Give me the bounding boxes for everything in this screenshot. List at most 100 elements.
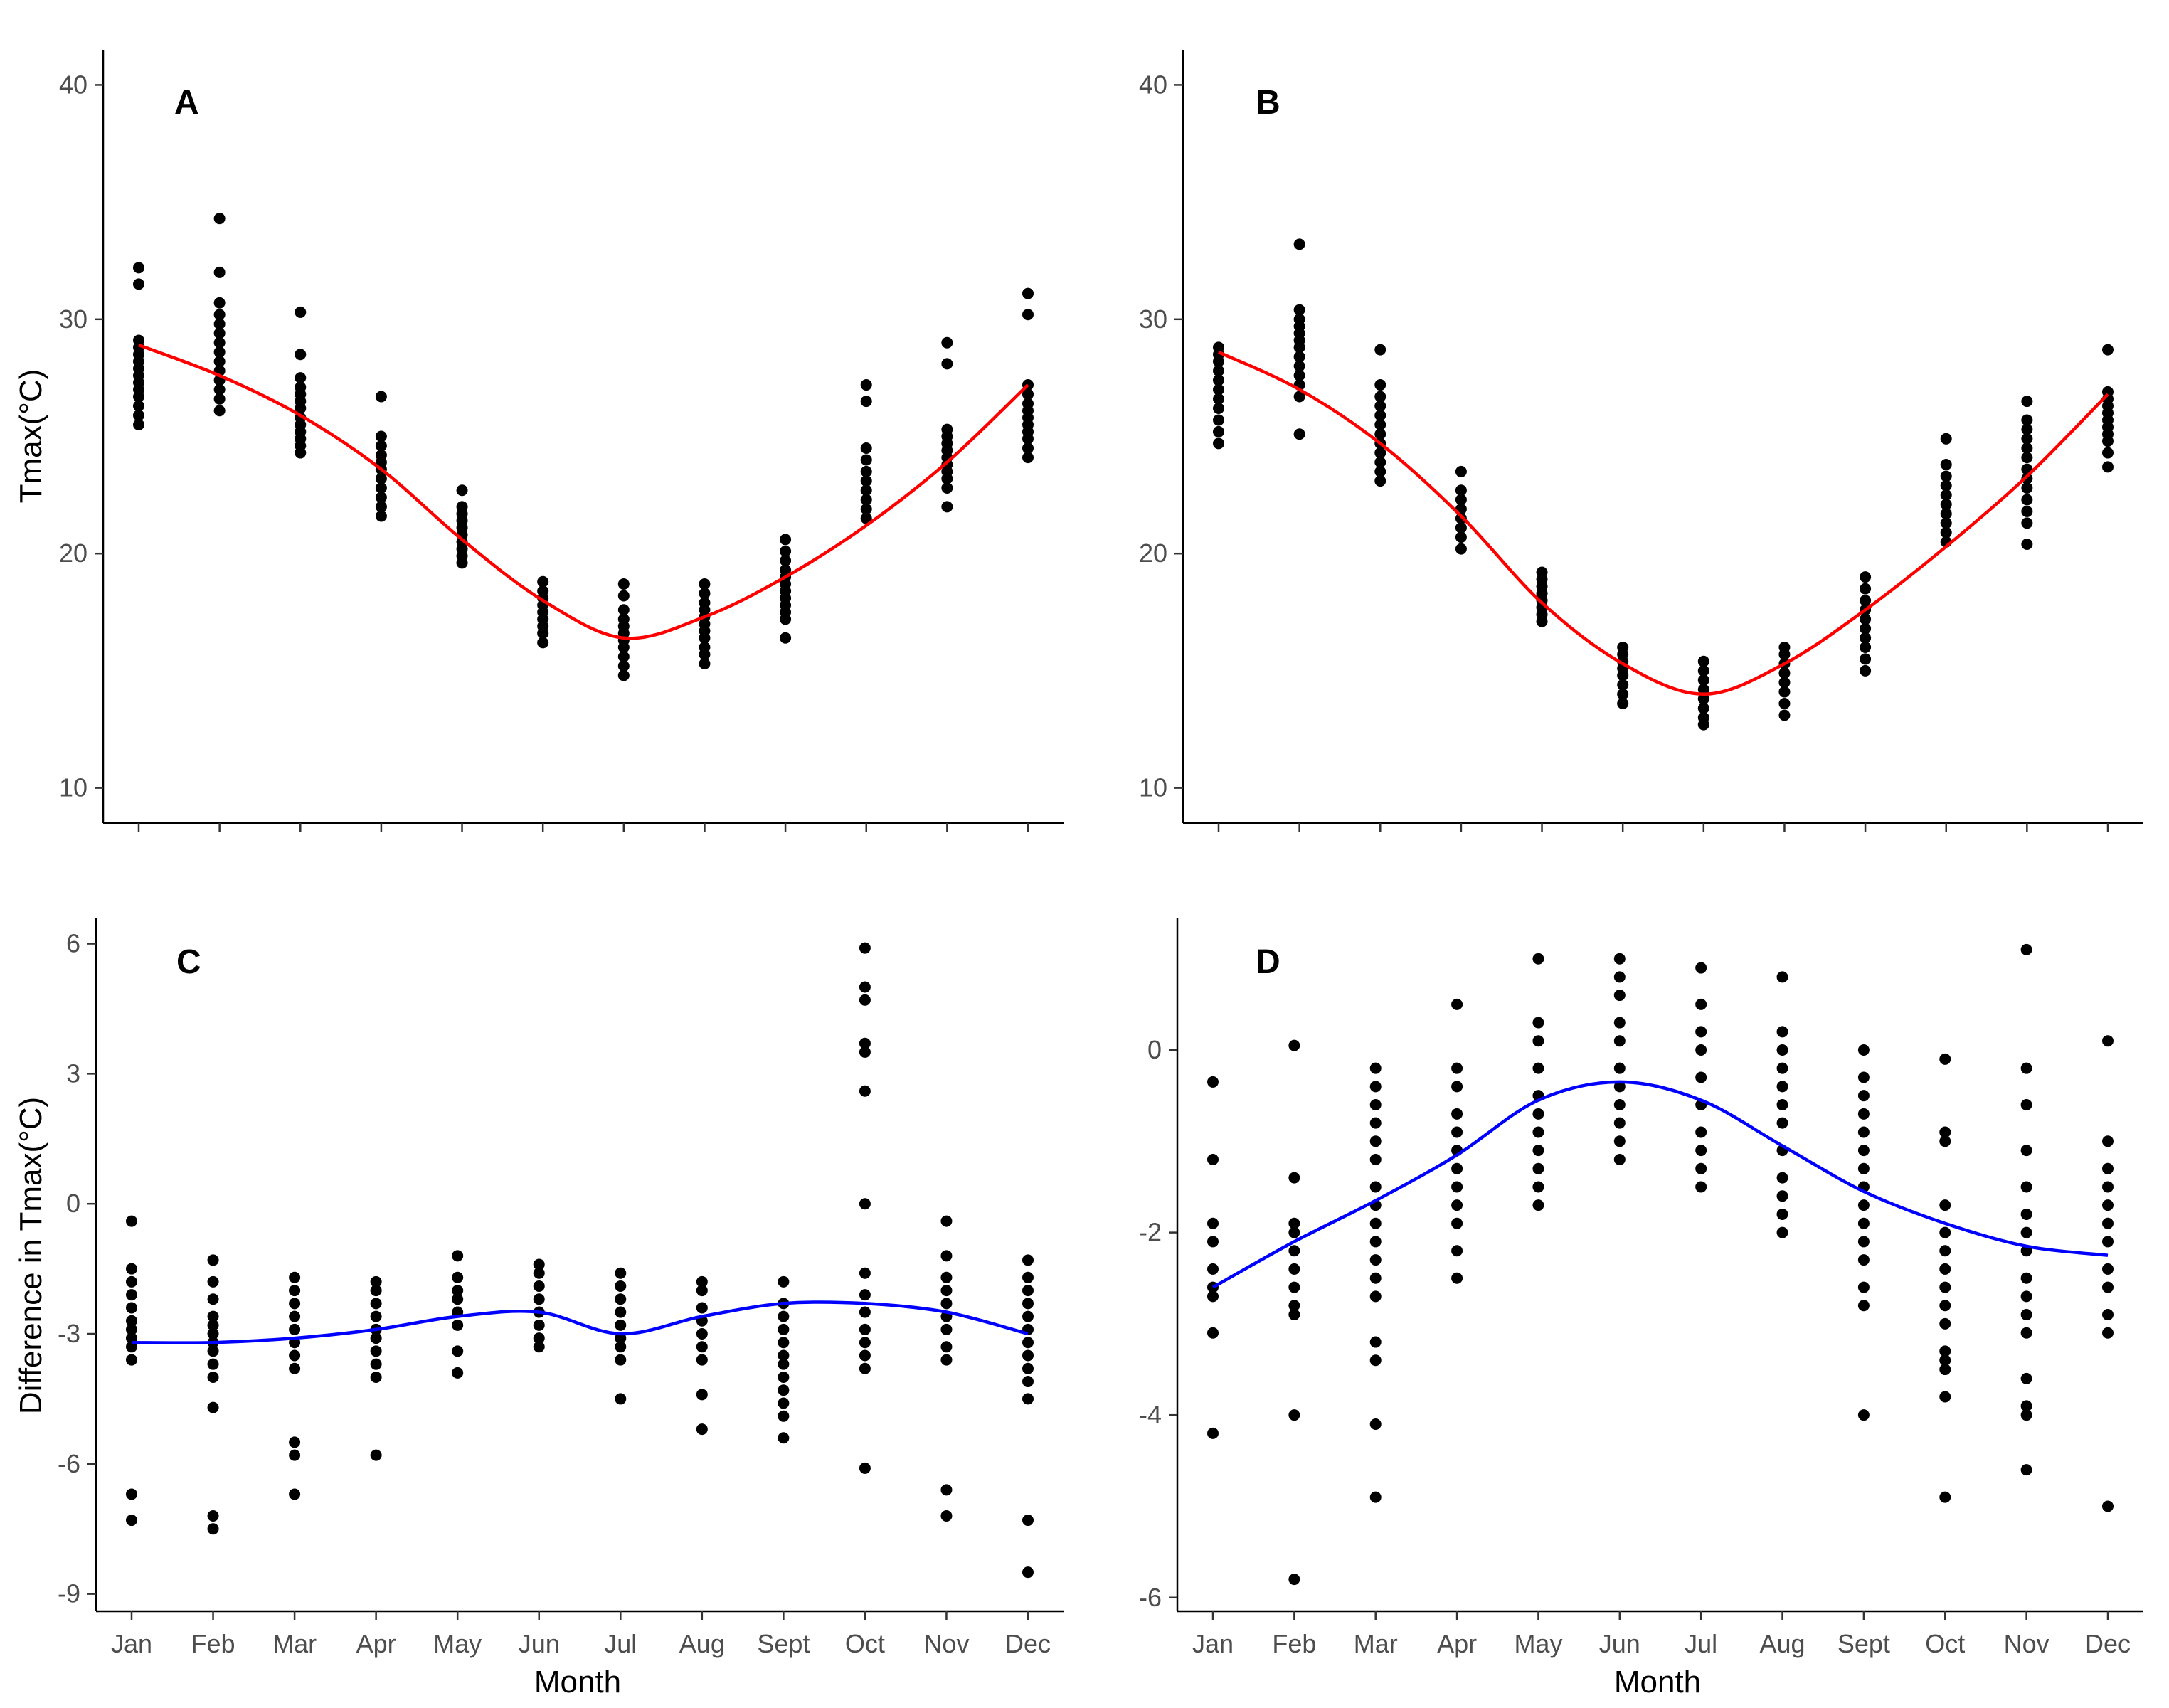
data-point <box>1293 341 1305 354</box>
data-point <box>940 1510 953 1522</box>
panel-letter: A <box>174 84 199 122</box>
data-point <box>2102 1263 2114 1275</box>
data-point <box>2020 1208 2032 1220</box>
data-point <box>1613 953 1626 965</box>
data-point <box>2102 344 2114 356</box>
data-point <box>1369 1254 1382 1266</box>
data-point <box>2020 1409 2032 1421</box>
data-point <box>452 1345 464 1357</box>
y-tick-label: 0 <box>1147 1035 1162 1064</box>
data-point <box>2021 452 2033 464</box>
data-point <box>213 336 226 349</box>
data-point <box>289 1449 301 1461</box>
data-point <box>1940 459 1952 471</box>
x-tick-label: Mar <box>1354 1629 1398 1658</box>
data-point <box>2020 1098 2032 1110</box>
data-point <box>860 379 872 391</box>
data-point <box>1532 1126 1544 1138</box>
data-point <box>859 1323 871 1335</box>
data-point <box>133 262 144 274</box>
data-point <box>1207 1153 1219 1165</box>
data-point <box>699 578 711 590</box>
data-point <box>1022 1362 1034 1374</box>
data-point <box>1857 1108 1870 1120</box>
data-point <box>2102 435 2114 447</box>
data-point <box>1293 238 1305 250</box>
data-point <box>1455 512 1467 524</box>
data-point <box>2020 1400 2032 1412</box>
data-point <box>1293 428 1305 440</box>
data-point <box>1939 1245 1951 1257</box>
data-point <box>133 409 144 421</box>
data-point <box>1860 595 1872 607</box>
data-point <box>1613 990 1626 1002</box>
data-point <box>537 627 549 640</box>
data-point <box>370 1310 382 1322</box>
data-point <box>1697 674 1709 686</box>
data-point <box>2020 1145 2032 1157</box>
data-point <box>1613 1062 1626 1074</box>
data-point <box>1860 641 1872 653</box>
data-point <box>1697 684 1709 696</box>
data-point <box>1451 998 1463 1010</box>
data-point <box>1860 622 1872 635</box>
data-point <box>1022 309 1034 321</box>
data-point <box>1617 688 1629 700</box>
x-tick-label: Nov <box>2004 1629 2049 1658</box>
data-point <box>780 555 792 567</box>
data-point <box>2021 494 2033 506</box>
data-point <box>207 1328 219 1340</box>
data-point <box>375 501 387 513</box>
y-tick-label: 6 <box>66 929 80 958</box>
data-point <box>1293 391 1305 403</box>
data-point <box>533 1258 545 1271</box>
data-point <box>1695 998 1707 1010</box>
data-point <box>1532 953 1544 965</box>
data-point <box>780 534 792 546</box>
data-point <box>1369 1290 1382 1303</box>
data-point <box>778 1384 790 1396</box>
x-tick-label: Jan <box>1192 1629 1234 1658</box>
data-point <box>1288 1263 1300 1275</box>
data-point <box>778 1337 790 1349</box>
data-point <box>1022 287 1034 299</box>
data-point <box>126 1488 137 1500</box>
data-point <box>940 1298 953 1310</box>
data-point <box>1207 1236 1219 1248</box>
data-point <box>1695 1145 1707 1157</box>
data-point <box>1374 465 1386 477</box>
data-point <box>133 334 144 346</box>
data-point <box>1860 632 1872 644</box>
data-point <box>213 346 226 358</box>
data-point <box>617 641 630 653</box>
x-tick-label: Apr <box>1437 1629 1477 1658</box>
data-point <box>1207 1427 1219 1439</box>
data-point <box>2021 414 2033 426</box>
data-point <box>1536 615 1548 627</box>
data-point <box>1697 655 1709 667</box>
data-point <box>860 484 872 497</box>
data-point <box>289 1362 301 1374</box>
data-point <box>1374 428 1386 440</box>
data-point <box>375 472 387 484</box>
data-point <box>375 510 387 522</box>
y-tick-label: -9 <box>58 1579 80 1608</box>
data-point <box>1939 1354 1951 1367</box>
data-point <box>1213 393 1224 405</box>
data-point <box>1374 409 1386 421</box>
data-point <box>1022 1566 1034 1579</box>
x-tick-label: Jul <box>1685 1629 1717 1658</box>
data-point <box>1455 465 1467 477</box>
data-point <box>696 1423 708 1436</box>
data-point <box>126 1302 137 1314</box>
y-tick-label: 40 <box>59 70 87 99</box>
y-tick-label: 3 <box>66 1059 80 1088</box>
data-point <box>1776 1062 1788 1074</box>
data-point <box>1857 1254 1870 1266</box>
data-point <box>1857 1236 1870 1248</box>
trend-line <box>131 1300 1029 1344</box>
data-point <box>2020 1181 2032 1193</box>
data-point <box>2021 482 2033 494</box>
data-point <box>1940 470 1952 482</box>
data-point <box>859 1267 871 1279</box>
